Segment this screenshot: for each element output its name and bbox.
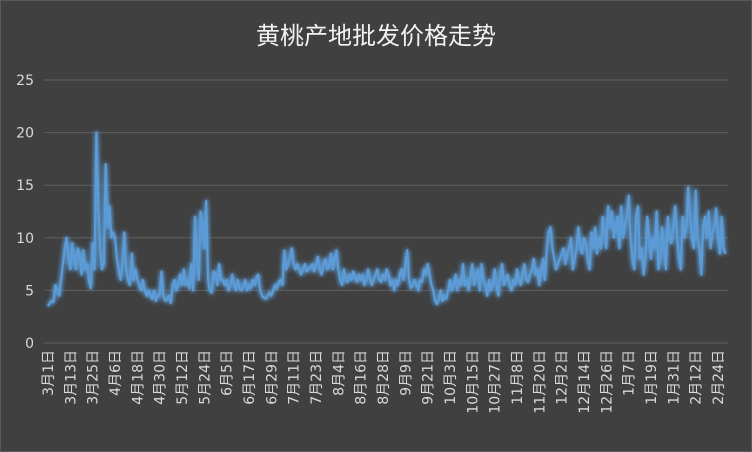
x-tick-label: 3月25日 <box>86 350 102 405</box>
x-tick-label: 12月2日 <box>555 350 571 405</box>
x-tick-label: 12月26日 <box>599 350 615 414</box>
x-tick-label: 5月24日 <box>197 350 213 405</box>
x-tick-label: 8月28日 <box>376 350 392 405</box>
x-tick-label: 2月12日 <box>689 350 705 405</box>
x-tick-label: 3月13日 <box>63 350 79 405</box>
x-tick-label: 7月11日 <box>287 350 303 405</box>
x-tick-label: 10月3日 <box>443 350 459 405</box>
x-tick-label: 9月21日 <box>421 350 437 405</box>
y-tick-label: 25 <box>16 73 34 89</box>
x-tick-label: 6月29日 <box>264 350 280 405</box>
y-tick-label: 20 <box>16 126 34 142</box>
x-tick-label: 5月12日 <box>175 350 191 405</box>
y-tick-label: 10 <box>16 231 34 247</box>
x-tick-label: 12月14日 <box>577 350 593 414</box>
x-tick-label: 4月30日 <box>153 350 169 405</box>
x-tick-label: 1月31日 <box>666 350 682 405</box>
x-tick-label: 3月1日 <box>41 350 57 396</box>
x-tick-label: 8月16日 <box>354 350 370 405</box>
x-tick-label: 2月24日 <box>711 350 727 405</box>
x-tick-label: 6月5日 <box>220 350 236 396</box>
y-tick-label: 5 <box>25 283 34 299</box>
y-tick-label: 15 <box>16 178 34 194</box>
chart-title: 黄桃产地批发价格走势 <box>256 22 496 50</box>
x-tick-label: 4月18日 <box>130 350 146 405</box>
x-tick-label: 1月7日 <box>622 350 638 396</box>
x-tick-label: 11月20日 <box>532 350 548 414</box>
x-tick-label: 10月15日 <box>465 350 481 414</box>
x-tick-label: 6月17日 <box>242 350 258 405</box>
x-tick-label: 7月23日 <box>309 350 325 405</box>
x-tick-label: 1月19日 <box>644 350 660 405</box>
x-tick-label: 8月4日 <box>331 350 347 396</box>
price-line <box>47 131 727 307</box>
x-tick-label: 10月27日 <box>488 350 504 414</box>
x-tick-label: 11月8日 <box>510 350 526 405</box>
x-tick-label: 9月9日 <box>398 350 414 396</box>
x-tick-label: 4月6日 <box>108 350 124 396</box>
y-tick-label: 0 <box>25 336 34 352</box>
